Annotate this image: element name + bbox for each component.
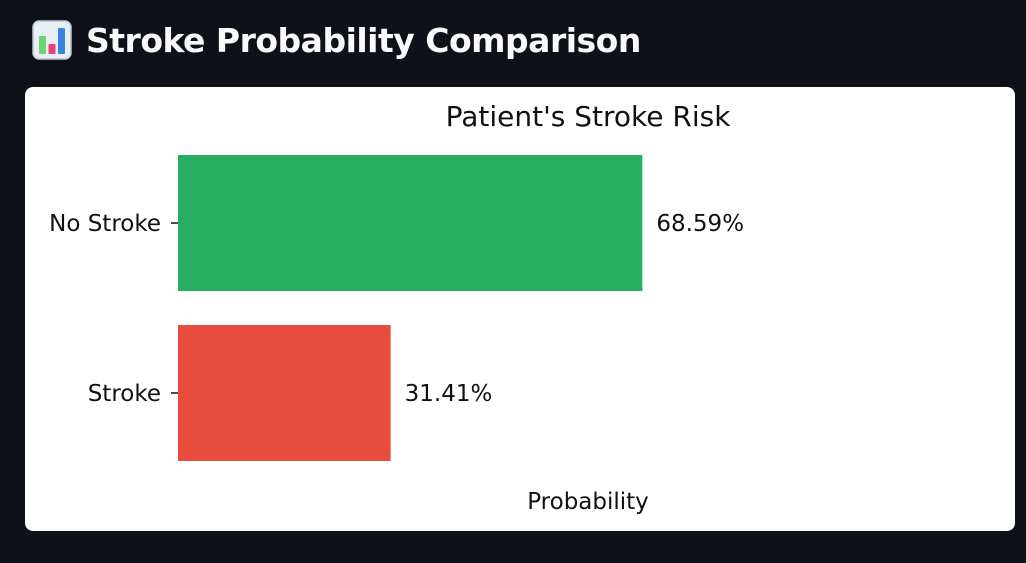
data-labels: 68.59% 31.41% — [405, 211, 744, 407]
y-axis-ticks: No Stroke Stroke — [49, 211, 178, 407]
chart-title: Patient's Stroke Risk — [446, 100, 732, 133]
bar-no-stroke — [178, 155, 643, 291]
x-axis-label: Probability — [527, 489, 649, 515]
data-label-stroke: 31.41% — [405, 381, 493, 407]
chart-card: Patient's Stroke Risk No Stroke Stroke 68… — [25, 87, 1015, 531]
y-tick-label-no-stroke: No Stroke — [49, 211, 161, 237]
page-title: Stroke Probability Comparison — [86, 20, 641, 60]
y-tick-label-stroke: Stroke — [88, 381, 161, 407]
page-header: Stroke Probability Comparison — [32, 14, 641, 66]
bars-layer — [178, 155, 643, 461]
bar-stroke — [178, 325, 391, 461]
bar-chart: Patient's Stroke Risk No Stroke Stroke 68… — [49, 100, 744, 515]
bar-chart-icon — [32, 20, 72, 60]
data-label-no-stroke: 68.59% — [656, 211, 744, 237]
